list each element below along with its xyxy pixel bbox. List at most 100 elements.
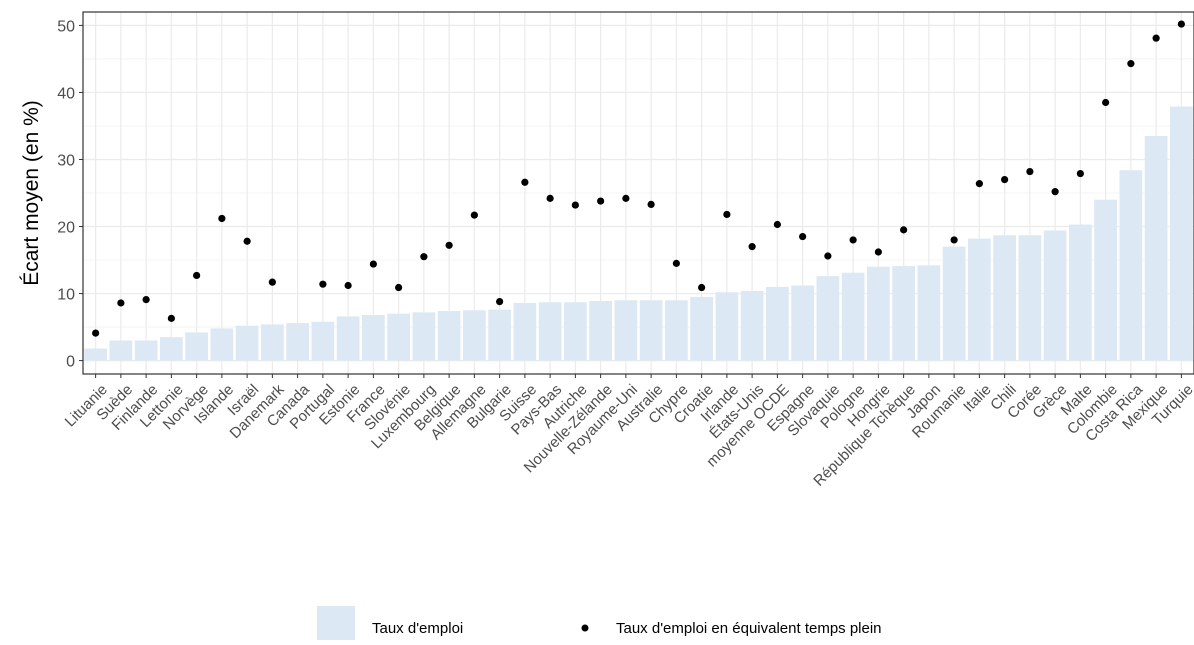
bar bbox=[336, 316, 360, 361]
bar bbox=[1043, 230, 1067, 361]
point bbox=[395, 283, 403, 292]
point bbox=[117, 299, 125, 307]
y-tick-label: 10 bbox=[57, 287, 75, 304]
bar bbox=[791, 285, 814, 361]
bar bbox=[690, 296, 713, 361]
point bbox=[470, 211, 478, 219]
bar bbox=[1119, 170, 1143, 361]
point bbox=[445, 241, 453, 249]
y-tick-label: 40 bbox=[57, 85, 75, 102]
x-axis: LituanieSuèdeFinlandeLettonieNorvègeIsla… bbox=[62, 374, 1194, 490]
bar bbox=[993, 235, 1016, 361]
point bbox=[1127, 60, 1135, 68]
point bbox=[950, 236, 958, 244]
bar bbox=[235, 325, 259, 361]
bar bbox=[740, 290, 764, 361]
point bbox=[218, 214, 226, 223]
point bbox=[319, 280, 327, 288]
point bbox=[142, 295, 150, 304]
bar bbox=[968, 238, 991, 361]
point bbox=[546, 194, 554, 202]
bar bbox=[589, 300, 612, 361]
point bbox=[92, 329, 100, 337]
bar bbox=[311, 321, 335, 361]
bar bbox=[1144, 136, 1168, 361]
y-axis: 0 10 20 30 40 50 bbox=[57, 18, 83, 371]
bar bbox=[134, 340, 158, 361]
point bbox=[824, 252, 832, 260]
bar bbox=[1094, 199, 1117, 361]
y-tick-label: 20 bbox=[57, 220, 75, 237]
point bbox=[748, 243, 756, 251]
point bbox=[622, 194, 630, 202]
bar bbox=[564, 302, 587, 361]
bar bbox=[261, 324, 284, 361]
point bbox=[344, 281, 352, 290]
points-layer bbox=[92, 20, 1185, 337]
bar bbox=[917, 265, 941, 361]
point bbox=[698, 283, 706, 292]
bar bbox=[387, 313, 410, 361]
bar bbox=[160, 337, 183, 361]
legend-point-label: Taux d'emploi en équivalent temps plein bbox=[616, 620, 882, 637]
bar bbox=[665, 300, 688, 361]
bar bbox=[816, 276, 840, 361]
bar bbox=[892, 266, 915, 361]
y-tick-label: 30 bbox=[57, 152, 75, 169]
bar bbox=[1018, 235, 1042, 361]
bar bbox=[412, 312, 436, 361]
point bbox=[369, 260, 377, 268]
bar bbox=[109, 340, 133, 361]
point bbox=[672, 259, 680, 267]
point bbox=[193, 271, 201, 280]
point bbox=[1001, 175, 1009, 184]
point bbox=[1177, 20, 1185, 28]
bar bbox=[362, 315, 385, 361]
bar bbox=[942, 246, 966, 361]
point bbox=[420, 253, 428, 261]
point bbox=[799, 232, 807, 241]
legend-bar-label: Taux d'emploi bbox=[372, 620, 463, 637]
bar bbox=[841, 272, 865, 361]
bar bbox=[84, 348, 107, 361]
legend: Taux d'emploi Taux d'emploi en équivalen… bbox=[317, 606, 882, 640]
point bbox=[268, 278, 276, 286]
point bbox=[723, 210, 731, 219]
y-axis-label: Écart moyen (en %) bbox=[20, 100, 43, 286]
point bbox=[496, 298, 504, 306]
point bbox=[874, 248, 882, 256]
bar bbox=[1170, 106, 1193, 361]
y-tick-label: 0 bbox=[66, 354, 75, 371]
legend-point-swatch bbox=[581, 624, 589, 632]
bar bbox=[538, 302, 562, 361]
point bbox=[900, 226, 908, 234]
bar bbox=[488, 309, 511, 361]
point bbox=[243, 237, 251, 245]
bar bbox=[210, 328, 234, 361]
point bbox=[647, 200, 655, 208]
bar bbox=[286, 323, 309, 361]
point bbox=[849, 236, 857, 244]
point bbox=[1152, 34, 1160, 42]
point bbox=[571, 201, 579, 209]
panel-border bbox=[82, 11, 1194, 375]
bar bbox=[766, 286, 789, 361]
point bbox=[1051, 188, 1059, 196]
legend-bar-swatch bbox=[317, 606, 355, 640]
point bbox=[975, 180, 983, 188]
bar bbox=[437, 310, 461, 361]
point bbox=[521, 178, 529, 186]
point bbox=[1026, 167, 1034, 176]
point bbox=[597, 197, 605, 205]
y-tick-label: 50 bbox=[57, 18, 75, 35]
bar bbox=[1069, 224, 1092, 361]
bar bbox=[867, 266, 890, 361]
bar bbox=[463, 310, 486, 361]
point bbox=[167, 314, 175, 322]
bar bbox=[614, 300, 638, 361]
bars-layer bbox=[84, 106, 1193, 361]
bar bbox=[513, 302, 537, 361]
bar bbox=[715, 292, 739, 361]
